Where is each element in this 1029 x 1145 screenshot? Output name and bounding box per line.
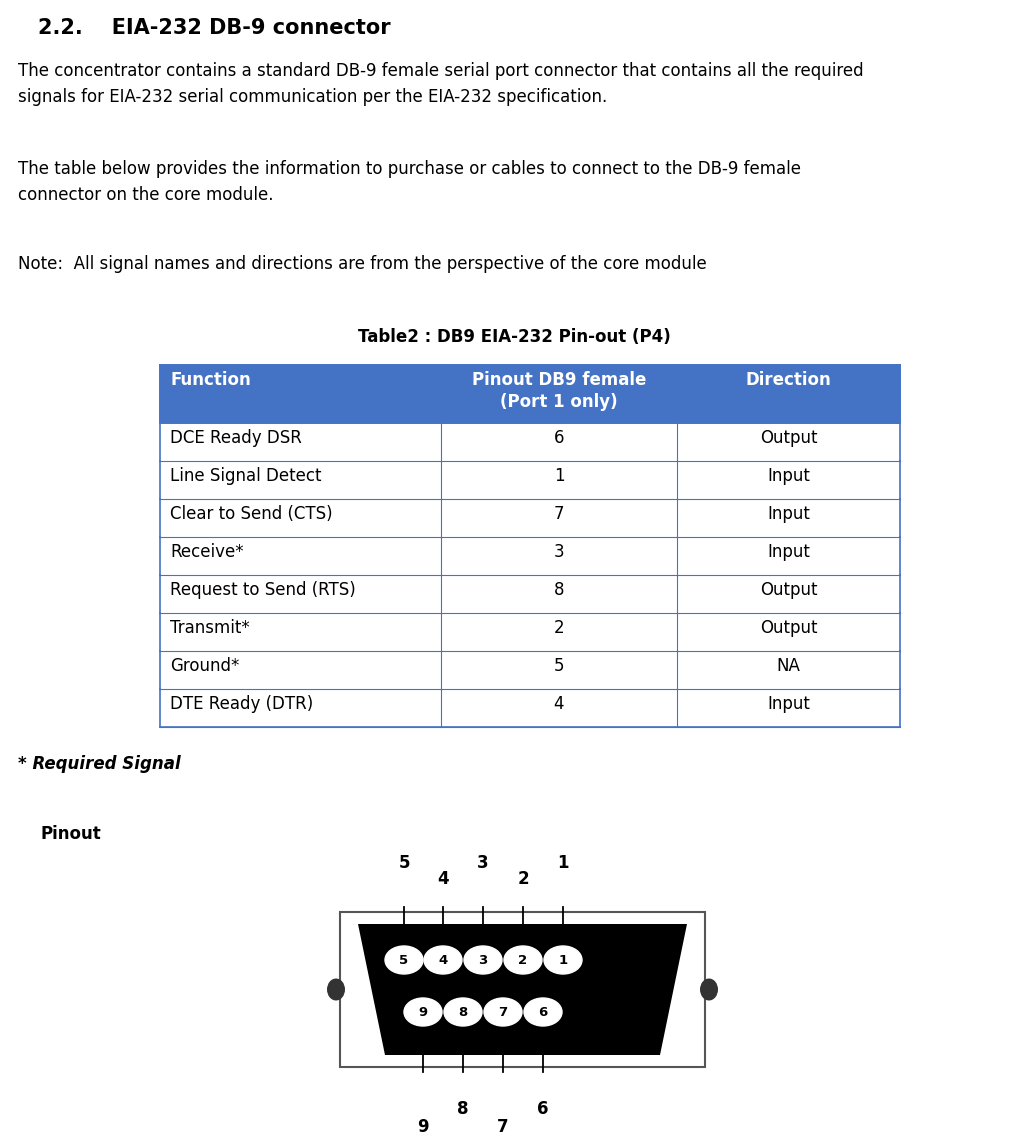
Text: 4: 4 xyxy=(438,954,448,966)
Text: Input: Input xyxy=(767,505,810,523)
Text: 1: 1 xyxy=(554,467,564,485)
Polygon shape xyxy=(358,924,687,1055)
Bar xyxy=(340,913,705,1067)
Ellipse shape xyxy=(700,979,718,1001)
Text: 5: 5 xyxy=(399,954,409,966)
Text: 2.2.    EIA-232 DB-9 connector: 2.2. EIA-232 DB-9 connector xyxy=(38,18,391,38)
Text: 7: 7 xyxy=(554,505,564,523)
Text: 7: 7 xyxy=(497,1118,508,1136)
Text: 9: 9 xyxy=(417,1118,429,1136)
Text: Output: Output xyxy=(759,581,817,599)
Text: 6: 6 xyxy=(554,429,564,447)
Text: 3: 3 xyxy=(478,954,488,966)
Bar xyxy=(159,461,900,499)
Text: Direction: Direction xyxy=(746,371,831,389)
Ellipse shape xyxy=(385,946,423,974)
Text: 8: 8 xyxy=(457,1100,469,1118)
Text: 8: 8 xyxy=(554,581,564,599)
Ellipse shape xyxy=(504,946,542,974)
Text: Ground*: Ground* xyxy=(170,657,240,676)
Text: 2: 2 xyxy=(518,870,529,889)
Text: 8: 8 xyxy=(458,1005,467,1019)
Bar xyxy=(159,652,900,689)
Bar xyxy=(159,365,900,423)
Text: DTE Ready (DTR): DTE Ready (DTR) xyxy=(170,695,313,713)
Text: Receive*: Receive* xyxy=(170,543,244,561)
Text: Line Signal Detect: Line Signal Detect xyxy=(170,467,321,485)
Text: Pinout DB9 female
(Port 1 only): Pinout DB9 female (Port 1 only) xyxy=(472,371,646,411)
Text: Request to Send (RTS): Request to Send (RTS) xyxy=(170,581,356,599)
Text: * Required Signal: * Required Signal xyxy=(17,755,181,773)
Bar xyxy=(159,575,900,613)
Text: 6: 6 xyxy=(538,1005,547,1019)
Text: The table below provides the information to purchase or cables to connect to the: The table below provides the information… xyxy=(17,160,801,205)
Text: Output: Output xyxy=(759,429,817,447)
Text: 2: 2 xyxy=(554,619,564,637)
Text: NA: NA xyxy=(777,657,801,676)
Ellipse shape xyxy=(464,946,502,974)
Text: 5: 5 xyxy=(554,657,564,676)
Bar xyxy=(159,689,900,727)
Ellipse shape xyxy=(404,998,442,1026)
Text: 5: 5 xyxy=(398,854,410,872)
Text: 1: 1 xyxy=(559,954,568,966)
Text: 6: 6 xyxy=(537,1100,548,1118)
Bar xyxy=(159,423,900,461)
Text: Note:  All signal names and directions are from the perspective of the core modu: Note: All signal names and directions ar… xyxy=(17,255,707,273)
Ellipse shape xyxy=(484,998,522,1026)
Text: 3: 3 xyxy=(554,543,564,561)
Ellipse shape xyxy=(544,946,582,974)
Text: The concentrator contains a standard DB-9 female serial port connector that cont: The concentrator contains a standard DB-… xyxy=(17,62,863,106)
Text: Input: Input xyxy=(767,695,810,713)
Text: Table2 : DB9 EIA-232 Pin-out (P4): Table2 : DB9 EIA-232 Pin-out (P4) xyxy=(358,327,670,346)
Text: Input: Input xyxy=(767,467,810,485)
Bar xyxy=(159,499,900,537)
Text: 7: 7 xyxy=(498,1005,507,1019)
Text: DCE Ready DSR: DCE Ready DSR xyxy=(170,429,301,447)
Text: 4: 4 xyxy=(437,870,449,889)
Text: 9: 9 xyxy=(419,1005,428,1019)
Text: 1: 1 xyxy=(558,854,569,872)
Bar xyxy=(159,537,900,575)
Text: 3: 3 xyxy=(477,854,489,872)
Text: Transmit*: Transmit* xyxy=(170,619,250,637)
Text: 4: 4 xyxy=(554,695,564,713)
Bar xyxy=(159,613,900,652)
Text: Input: Input xyxy=(767,543,810,561)
Text: Clear to Send (CTS): Clear to Send (CTS) xyxy=(170,505,332,523)
Ellipse shape xyxy=(424,946,462,974)
Ellipse shape xyxy=(327,979,345,1001)
Text: 2: 2 xyxy=(519,954,528,966)
Ellipse shape xyxy=(524,998,562,1026)
Text: Output: Output xyxy=(759,619,817,637)
Text: Pinout: Pinout xyxy=(40,826,101,843)
Text: Function: Function xyxy=(170,371,251,389)
Ellipse shape xyxy=(443,998,482,1026)
